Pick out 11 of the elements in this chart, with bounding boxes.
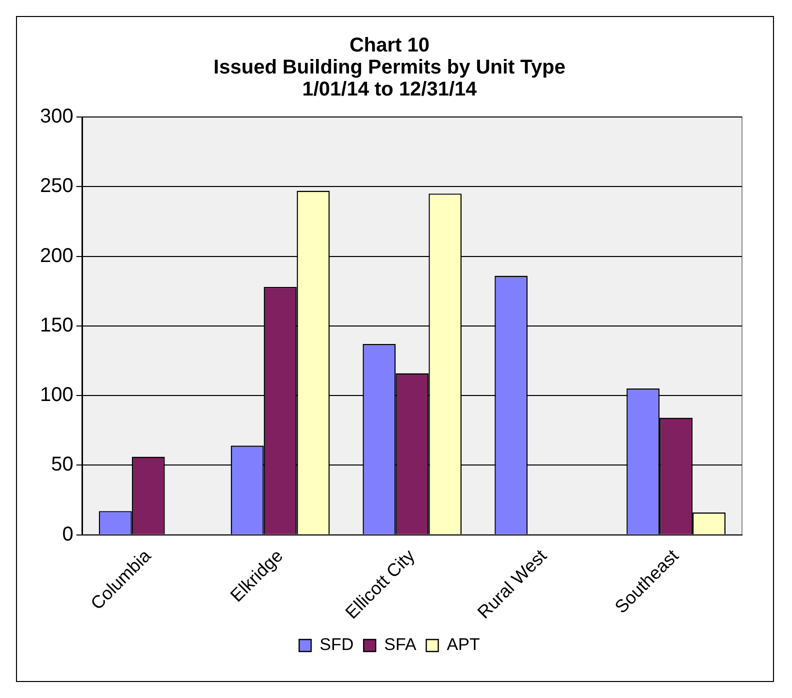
y-tick-label: 200 xyxy=(40,244,74,267)
y-tick-label: 300 xyxy=(40,106,74,128)
legend-label: SFD xyxy=(320,635,354,654)
chart-title: Chart 10 Issued Building Permits by Unit Type 1/01/14 to 12/31/14 xyxy=(214,34,566,101)
y-tick-label: 100 xyxy=(40,384,74,406)
y-tick-label: 50 xyxy=(51,454,74,476)
legend-label: APT xyxy=(446,635,480,654)
y-tick-label: 250 xyxy=(40,175,74,198)
legend-label: SFA xyxy=(384,635,417,654)
y-tick-label: 150 xyxy=(40,314,74,336)
y-tick-label: 0 xyxy=(62,523,74,546)
